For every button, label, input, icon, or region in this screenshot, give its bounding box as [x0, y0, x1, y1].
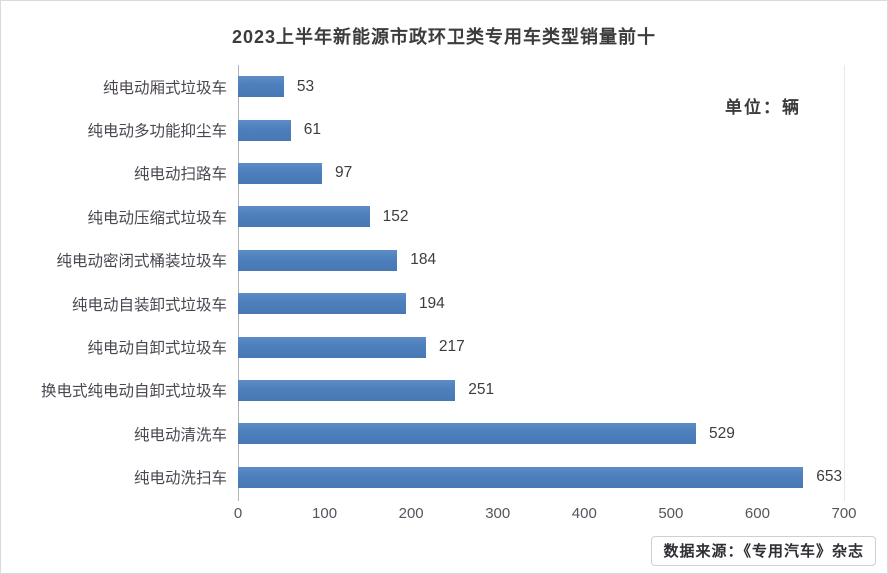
- data-source-label: 数据来源：《专用汽车》杂志: [651, 536, 876, 566]
- bar-row: 纯电动清洗车 529: [1, 412, 887, 455]
- bar-rows: 纯电动厢式垃圾车 53 纯电动多功能抑尘车 61 纯电动扫路车 97 纯电动压缩…: [1, 65, 887, 499]
- y-axis-line: [238, 65, 239, 501]
- category-label: 纯电动洗扫车: [133, 470, 227, 488]
- value-label: 653: [816, 468, 843, 486]
- value-label: 97: [334, 164, 353, 182]
- x-tick: 100: [312, 505, 338, 522]
- bar: [238, 249, 398, 271]
- value-label: 61: [303, 121, 322, 139]
- bar: [238, 76, 284, 98]
- category-label: 纯电动多功能抑尘车: [87, 123, 227, 141]
- value-label: 529: [708, 424, 735, 442]
- category-label: 纯电动厢式垃圾车: [102, 79, 227, 97]
- bar: [238, 423, 696, 445]
- chart-title: 2023上半年新能源市政环卫类专用车类型销量前十: [231, 27, 657, 47]
- category-label: 换电式纯电动自卸式垃圾车: [40, 383, 227, 401]
- value-label: 217: [438, 338, 465, 356]
- bar-row: 纯电动密闭式桶装垃圾车 184: [1, 239, 887, 282]
- value-label: 152: [382, 207, 409, 225]
- bar-track: 653: [238, 466, 844, 488]
- bar-row: 纯电动厢式垃圾车 53: [1, 65, 887, 108]
- x-tick: 500: [658, 505, 684, 522]
- value-label: 194: [418, 294, 445, 312]
- x-tick: 200: [398, 505, 424, 522]
- bar-row: 纯电动洗扫车 653: [1, 456, 887, 499]
- bar-row: 纯电动多功能抑尘车 61: [1, 108, 887, 151]
- bar-track: 529: [238, 423, 844, 445]
- category-label: 纯电动自卸式垃圾车: [87, 340, 227, 358]
- value-label: 251: [468, 381, 495, 399]
- x-tick: 0: [233, 505, 243, 522]
- bar-row: 换电式纯电动自卸式垃圾车 251: [1, 369, 887, 412]
- bar: [238, 162, 322, 184]
- bar-row: 纯电动扫路车 97: [1, 152, 887, 195]
- bar-row: 纯电动压缩式垃圾车 152: [1, 195, 887, 238]
- x-tick: 400: [571, 505, 597, 522]
- bar-track: 61: [238, 119, 844, 141]
- x-tick: 300: [485, 505, 511, 522]
- category-label: 纯电动压缩式垃圾车: [87, 209, 227, 227]
- bar: [238, 206, 370, 228]
- bar-row: 纯电动自卸式垃圾车 217: [1, 325, 887, 368]
- category-label: 纯电动自装卸式垃圾车: [71, 296, 227, 314]
- bar-track: 251: [238, 379, 844, 401]
- bar: [238, 466, 804, 488]
- bar-track: 184: [238, 249, 844, 271]
- x-tick: 600: [744, 505, 770, 522]
- bar-track: 217: [238, 336, 844, 358]
- bar: [238, 119, 291, 141]
- category-label: 纯电动扫路车: [133, 166, 227, 184]
- plot-right-border: [844, 65, 845, 501]
- value-label: 53: [296, 77, 315, 95]
- bar: [238, 379, 456, 401]
- bar-track: 97: [238, 162, 844, 184]
- category-label: 纯电动清洗车: [133, 426, 227, 444]
- x-axis-ticks: 0 100 200 300 400 500 600 700: [234, 505, 857, 529]
- value-label: 184: [410, 251, 437, 269]
- category-label: 纯电动密闭式桶装垃圾车: [56, 253, 227, 271]
- bar-track: 152: [238, 206, 844, 228]
- unit-label: 单位：辆: [725, 98, 801, 117]
- bar: [238, 293, 406, 315]
- bar-track: 194: [238, 293, 844, 315]
- bar: [238, 336, 426, 358]
- bar-track: 53: [238, 76, 844, 98]
- bar-row: 纯电动自装卸式垃圾车 194: [1, 282, 887, 325]
- x-tick: 700: [831, 505, 857, 522]
